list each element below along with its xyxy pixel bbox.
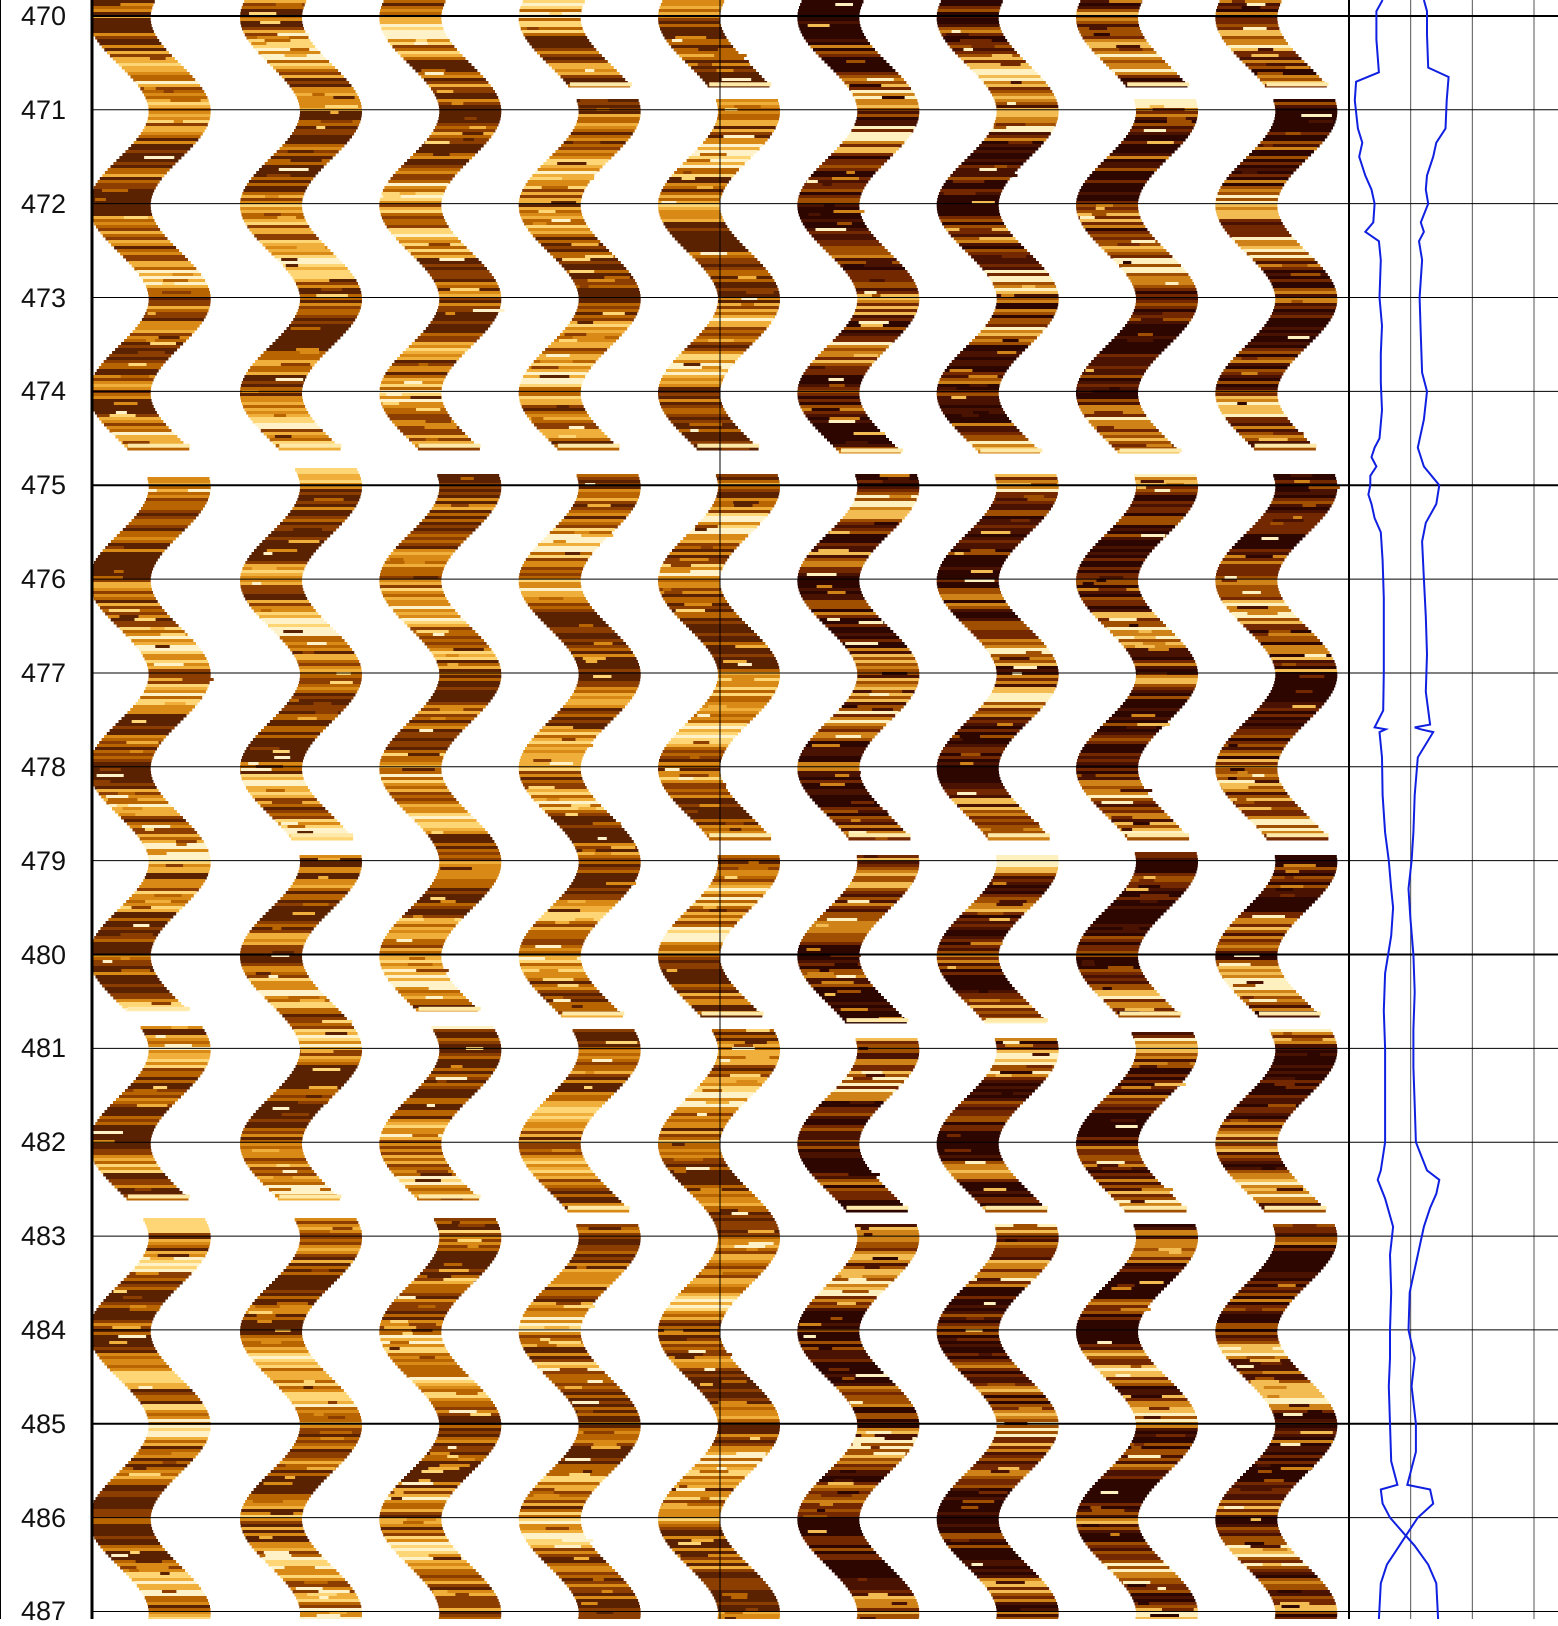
image-track-8 [1076, 0, 1198, 1619]
image-track-2 [240, 0, 362, 1619]
image-track-1 [89, 0, 214, 1619]
image-track-4 [519, 0, 641, 1619]
log-curve-1 [1355, 0, 1438, 1619]
image-track-9 [1215, 0, 1340, 1619]
image-track-5 [658, 0, 780, 1619]
image-track-6 [797, 0, 919, 1619]
image-track-3 [379, 0, 504, 1619]
image-track-7 [937, 0, 1059, 1619]
